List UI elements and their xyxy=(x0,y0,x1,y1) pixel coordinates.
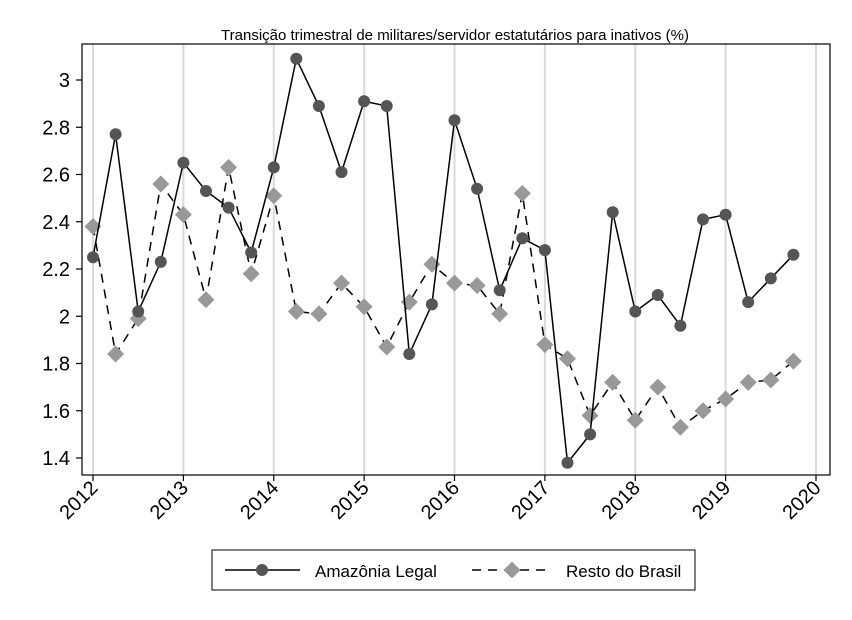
x-tick-label: 2016 xyxy=(417,477,464,524)
data-point xyxy=(584,428,597,441)
data-point xyxy=(764,272,777,285)
data-point xyxy=(739,373,757,391)
data-point xyxy=(152,175,170,193)
x-tick-label: 2014 xyxy=(236,477,283,524)
data-point xyxy=(335,166,348,179)
data-point xyxy=(290,52,303,65)
data-point xyxy=(784,352,802,370)
data-point xyxy=(491,305,509,323)
data-point xyxy=(493,284,506,297)
data-point xyxy=(87,251,99,264)
x-tick-label: 2012 xyxy=(56,477,103,524)
data-point xyxy=(333,274,351,292)
legend-marker-amazonia xyxy=(256,564,268,576)
data-point xyxy=(581,406,599,424)
data-point xyxy=(536,336,554,354)
x-tick-label: 2019 xyxy=(688,477,735,524)
data-point xyxy=(448,114,461,127)
series-group xyxy=(84,52,802,469)
data-point xyxy=(558,350,576,368)
data-point xyxy=(177,156,190,169)
data-point xyxy=(310,305,328,323)
data-point xyxy=(787,248,800,261)
data-point xyxy=(468,277,486,295)
data-point xyxy=(107,345,125,363)
data-point xyxy=(174,206,192,224)
data-point xyxy=(267,161,280,174)
data-point xyxy=(200,185,212,197)
data-point xyxy=(762,371,780,389)
x-tick-label: 2020 xyxy=(779,477,826,524)
x-axis-ticks: 2012 2013 2014 2015 2016 2017 2018 2019 2020 xyxy=(56,475,826,524)
series-resto-do-brasil xyxy=(84,158,802,436)
data-point xyxy=(516,232,529,245)
data-point xyxy=(358,95,371,108)
data-point xyxy=(132,305,145,318)
data-point xyxy=(604,373,622,391)
x-tick-label: 2017 xyxy=(507,477,554,524)
series-line xyxy=(92,56,794,465)
data-point xyxy=(674,319,687,332)
data-point xyxy=(471,182,484,195)
y-tick-label: 1.8 xyxy=(42,354,70,376)
y-tick-label: 2.6 xyxy=(42,165,70,187)
legend-marker-resto xyxy=(503,561,521,579)
data-point xyxy=(197,291,215,309)
data-point xyxy=(245,246,258,259)
chart-title: Transição trimestral de militares/servid… xyxy=(221,27,689,44)
data-point xyxy=(629,305,642,318)
data-point xyxy=(719,208,732,221)
data-point xyxy=(380,100,393,112)
y-tick-label: 2.8 xyxy=(42,117,70,139)
x-tick-label: 2015 xyxy=(327,477,374,524)
data-point xyxy=(697,213,709,226)
data-point xyxy=(403,348,416,360)
data-point xyxy=(154,255,167,268)
legend-box xyxy=(211,549,696,591)
data-point xyxy=(355,298,373,316)
data-point xyxy=(425,298,438,311)
y-tick-label: 2.4 xyxy=(42,212,70,234)
data-point xyxy=(287,303,305,321)
y-tick-label: 2.2 xyxy=(42,259,70,281)
data-point xyxy=(626,411,644,429)
y-tick-label: 2 xyxy=(59,306,70,328)
data-point xyxy=(378,338,396,356)
data-point xyxy=(651,289,664,301)
data-point xyxy=(265,187,283,205)
x-tick-label: 2013 xyxy=(146,477,193,524)
data-point xyxy=(538,244,551,257)
series-line xyxy=(92,167,794,429)
data-point xyxy=(561,456,574,469)
legend: Amazônia Legal Resto do Brasil xyxy=(211,549,696,591)
data-point xyxy=(109,128,122,141)
data-point xyxy=(220,158,238,176)
data-point xyxy=(606,206,619,219)
y-tick-label: 1.6 xyxy=(42,401,70,423)
data-point xyxy=(649,378,667,396)
y-tick-label: 1.4 xyxy=(42,448,70,470)
axes xyxy=(81,43,831,476)
data-point xyxy=(694,402,712,420)
data-point xyxy=(742,296,755,309)
y-axis-ticks: 1.4 1.6 1.8 2 2.2 2.4 2.6 2.8 3 xyxy=(42,70,82,470)
data-point xyxy=(671,418,689,436)
legend-label-amazonia: Amazônia Legal xyxy=(315,562,437,581)
y-tick-label: 3 xyxy=(59,70,70,92)
data-point xyxy=(242,265,260,283)
x-tick-label: 2018 xyxy=(598,477,645,524)
series-amazonia-legal xyxy=(87,52,800,469)
data-point xyxy=(717,390,735,408)
data-point xyxy=(312,100,325,112)
data-point xyxy=(446,274,463,292)
data-point xyxy=(513,184,531,202)
legend-label-resto: Resto do Brasil xyxy=(566,562,681,581)
data-point xyxy=(222,201,235,214)
plot-frame xyxy=(81,43,831,476)
